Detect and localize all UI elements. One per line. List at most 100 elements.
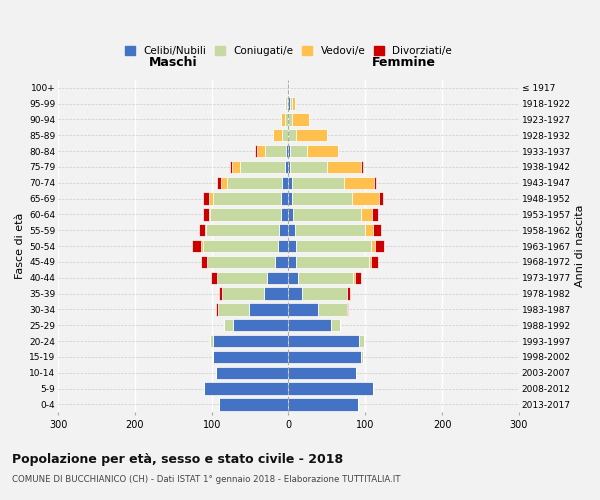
Y-axis label: Fasce di età: Fasce di età xyxy=(15,213,25,280)
Bar xyxy=(289,98,290,110)
Bar xyxy=(289,382,373,395)
Text: Popolazione per età, sesso e stato civile - 2018: Popolazione per età, sesso e stato civil… xyxy=(12,452,343,466)
Bar xyxy=(355,272,361,284)
Bar xyxy=(289,114,292,126)
Bar xyxy=(240,161,284,173)
Bar xyxy=(213,335,289,347)
Bar xyxy=(206,224,279,236)
Bar xyxy=(296,240,371,252)
Bar xyxy=(204,382,289,395)
Bar xyxy=(289,208,293,220)
Bar xyxy=(273,129,283,141)
Bar xyxy=(298,272,353,284)
Bar xyxy=(215,366,289,379)
Bar xyxy=(289,240,296,252)
Bar xyxy=(265,145,286,158)
Bar xyxy=(279,224,289,236)
Bar xyxy=(289,145,290,158)
Bar xyxy=(292,176,344,189)
Text: Maschi: Maschi xyxy=(149,56,197,69)
Bar xyxy=(292,114,309,126)
Bar xyxy=(201,256,207,268)
Bar xyxy=(199,224,205,236)
Bar xyxy=(278,240,289,252)
Bar xyxy=(289,192,292,205)
Bar xyxy=(218,288,222,300)
Bar xyxy=(227,176,283,189)
Bar xyxy=(352,192,379,205)
Bar xyxy=(286,98,287,110)
Bar xyxy=(290,98,292,110)
Bar xyxy=(369,256,371,268)
Bar xyxy=(292,192,352,205)
Bar xyxy=(224,319,233,332)
Text: COMUNE DI BUCCHIANICO (CH) - Dati ISTAT 1° gennaio 2018 - Elaborazione TUTTITALI: COMUNE DI BUCCHIANICO (CH) - Dati ISTAT … xyxy=(12,475,401,484)
Bar xyxy=(286,145,289,158)
Bar xyxy=(289,335,359,347)
Bar xyxy=(292,98,295,110)
Bar xyxy=(287,98,289,110)
Bar xyxy=(347,304,349,316)
Bar xyxy=(327,161,361,173)
Bar xyxy=(222,288,264,300)
Bar xyxy=(365,224,373,236)
Bar xyxy=(302,288,347,300)
Bar xyxy=(295,224,365,236)
Bar xyxy=(213,351,289,363)
Bar xyxy=(359,335,364,347)
Bar xyxy=(361,161,363,173)
Bar xyxy=(230,161,232,173)
Bar xyxy=(296,129,327,141)
Bar xyxy=(203,192,209,205)
Text: Femmine: Femmine xyxy=(371,56,436,69)
Bar xyxy=(209,208,210,220)
Bar xyxy=(289,304,317,316)
Bar xyxy=(347,288,350,300)
Bar xyxy=(203,240,278,252)
Bar xyxy=(289,161,290,173)
Bar xyxy=(284,161,289,173)
Bar xyxy=(289,224,295,236)
Bar xyxy=(205,224,206,236)
Bar xyxy=(375,240,385,252)
Bar xyxy=(371,256,379,268)
Bar xyxy=(289,351,361,363)
Bar xyxy=(210,335,213,347)
Bar xyxy=(220,398,289,410)
Bar xyxy=(267,272,289,284)
Bar xyxy=(207,256,275,268)
Bar xyxy=(203,208,209,220)
Bar xyxy=(361,208,372,220)
Bar xyxy=(317,304,347,316)
Legend: Celibi/Nubili, Coniugati/e, Vedovi/e, Divorziati/e: Celibi/Nubili, Coniugati/e, Vedovi/e, Di… xyxy=(121,42,457,60)
Bar xyxy=(289,256,296,268)
Bar xyxy=(374,176,376,189)
Y-axis label: Anni di nascita: Anni di nascita xyxy=(575,205,585,288)
Bar xyxy=(275,256,289,268)
Bar xyxy=(373,224,380,236)
Bar xyxy=(379,192,383,205)
Bar xyxy=(210,208,281,220)
Bar xyxy=(289,272,298,284)
Bar xyxy=(288,82,289,94)
Bar xyxy=(256,145,257,158)
Bar xyxy=(257,145,265,158)
Bar xyxy=(289,366,356,379)
Bar xyxy=(293,208,361,220)
Bar xyxy=(233,319,289,332)
Bar xyxy=(289,319,331,332)
Bar xyxy=(353,272,355,284)
Bar xyxy=(331,319,340,332)
Bar xyxy=(283,176,289,189)
Bar xyxy=(201,240,203,252)
Bar xyxy=(290,161,327,173)
Bar xyxy=(290,145,307,158)
Bar xyxy=(264,288,289,300)
Bar xyxy=(281,208,289,220)
Bar xyxy=(217,272,267,284)
Bar xyxy=(283,129,289,141)
Bar xyxy=(289,129,296,141)
Bar xyxy=(217,176,221,189)
Bar xyxy=(289,398,358,410)
Bar xyxy=(217,304,218,316)
